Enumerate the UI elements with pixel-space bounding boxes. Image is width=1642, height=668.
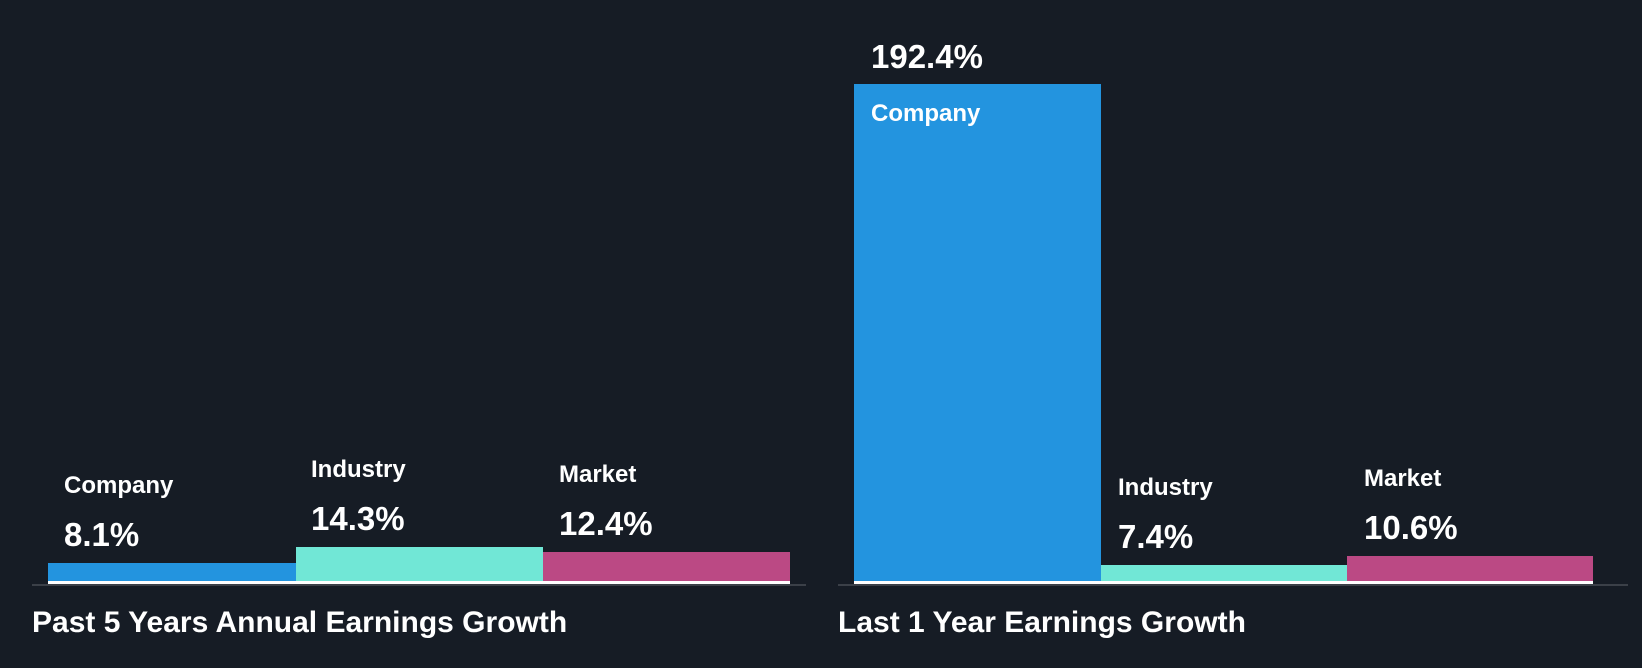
bar-company-1y <box>854 84 1101 584</box>
chart-last-1-year: 192.4% Company Industry 7.4% Market 10.6… <box>820 0 1642 668</box>
value-industry-1y: 7.4% <box>1118 518 1194 555</box>
label-company-5y: Company <box>64 472 174 499</box>
chart-title-1y: Last 1 Year Earnings Growth <box>838 606 1246 639</box>
label-market-1y: Market <box>1364 465 1442 492</box>
chart-title-5y: Past 5 Years Annual Earnings Growth <box>32 606 568 639</box>
bar-company-5y <box>48 563 296 584</box>
label-market-5y: Market <box>559 461 637 488</box>
axis-baseline-5y <box>32 584 806 586</box>
value-market-5y: 12.4% <box>559 505 653 542</box>
value-company-1y: 192.4% <box>871 38 983 75</box>
axis-baseline-1y <box>838 584 1628 586</box>
bar-industry-1y <box>1101 565 1347 584</box>
bar-market-1y <box>1347 556 1593 584</box>
label-company-1y: Company <box>871 100 981 127</box>
label-industry-5y: Industry <box>311 456 406 483</box>
value-company-5y: 8.1% <box>64 516 140 553</box>
bar-market-5y <box>543 552 790 584</box>
bar-industry-5y <box>296 547 543 584</box>
label-industry-1y: Industry <box>1118 474 1213 501</box>
value-industry-5y: 14.3% <box>311 500 405 537</box>
chart-past-5-years: Company 8.1% Industry 14.3% Market 12.4%… <box>0 0 820 668</box>
value-market-1y: 10.6% <box>1364 509 1458 546</box>
